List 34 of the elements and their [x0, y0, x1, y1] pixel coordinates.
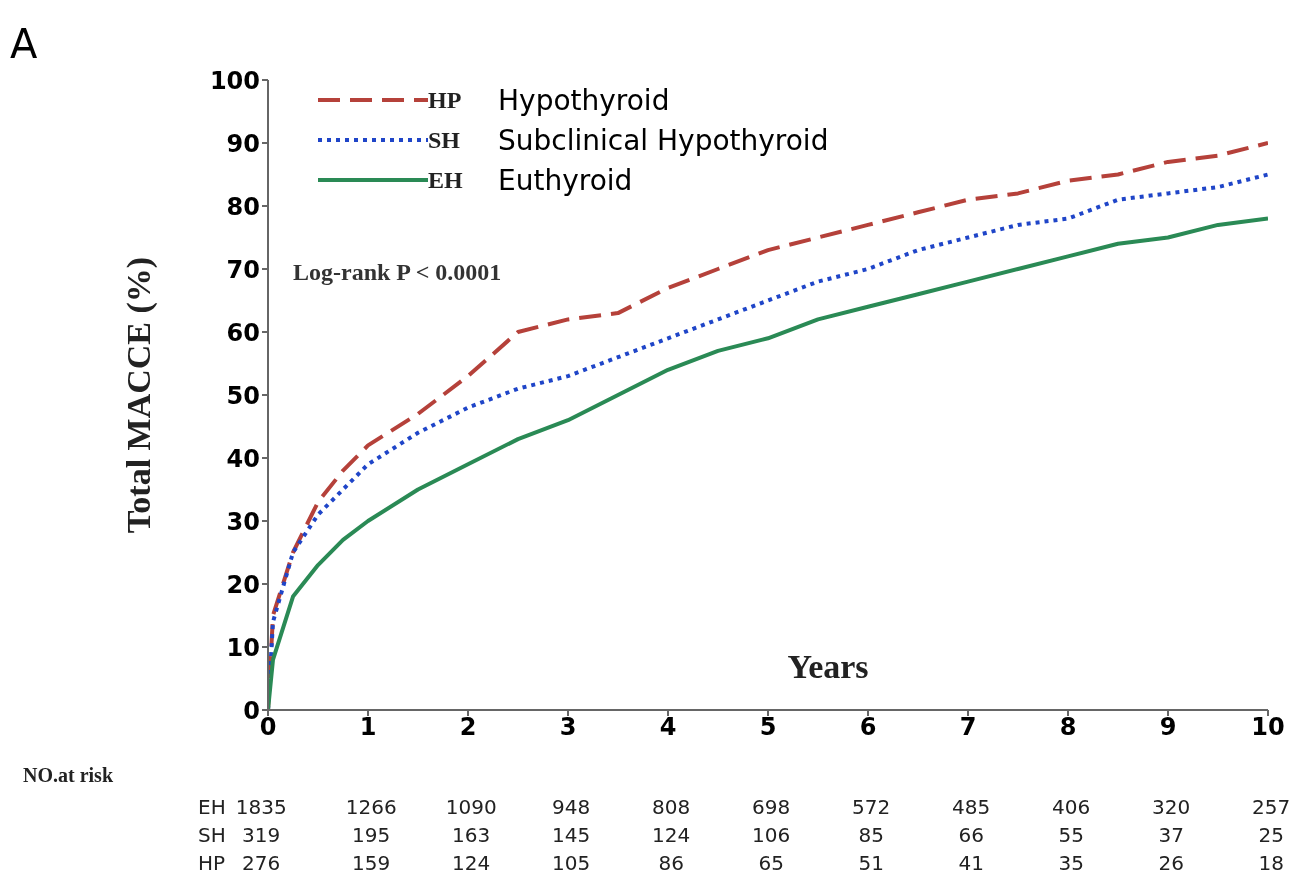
legend-label: HP: [428, 86, 463, 114]
x-tick-label: 5: [759, 713, 777, 742]
y-tick-label: 80: [226, 192, 260, 221]
y-tick-label: 100: [209, 66, 260, 95]
y-tick-label: 60: [226, 318, 260, 347]
x-axis-title: Years: [787, 648, 869, 685]
legend-label: SH: [428, 126, 461, 154]
x-tick-label: 3: [559, 713, 577, 742]
x-tick-label: 1: [359, 713, 377, 742]
y-tick-label: 70: [226, 255, 260, 284]
y-tick-label: 40: [226, 444, 260, 473]
annotation: Log-rank P < 0.0001: [293, 259, 502, 285]
y-tick-label: 90: [226, 129, 260, 158]
x-tick-label: 9: [1159, 713, 1177, 742]
text: NO.at risk: [23, 764, 114, 786]
x-tick-label: 2: [459, 713, 477, 742]
text: SH 319 195 163 145 124 106 85 66 55 37 25: [198, 823, 1284, 847]
legend-label: EH: [428, 166, 464, 194]
chart-title: A: [10, 21, 38, 67]
x-tick-label: 6: [859, 713, 877, 742]
x-tick-label: 7: [959, 713, 977, 742]
y-tick-label: 10: [226, 633, 260, 662]
y-tick-label: 30: [226, 507, 260, 536]
annotation: Subclinical Hypothyroid: [498, 123, 829, 157]
annotation: Euthyroid: [498, 163, 633, 197]
text: HP 276 159 124 105 86 65 51 41 35 26 18: [198, 851, 1284, 875]
annotation: Hypothyroid: [498, 83, 670, 117]
x-tick-label: 8: [1059, 713, 1077, 742]
x-tick-label: 4: [659, 713, 677, 742]
y-tick-label: 50: [226, 381, 260, 410]
y-axis-title: Total MACCE (%): [120, 256, 159, 534]
x-tick-label: 10: [1251, 713, 1285, 742]
text: EH 1835 1266 1090 948 808 698 572 485 406 320 257: [198, 795, 1291, 819]
y-tick-label: 20: [226, 570, 260, 599]
